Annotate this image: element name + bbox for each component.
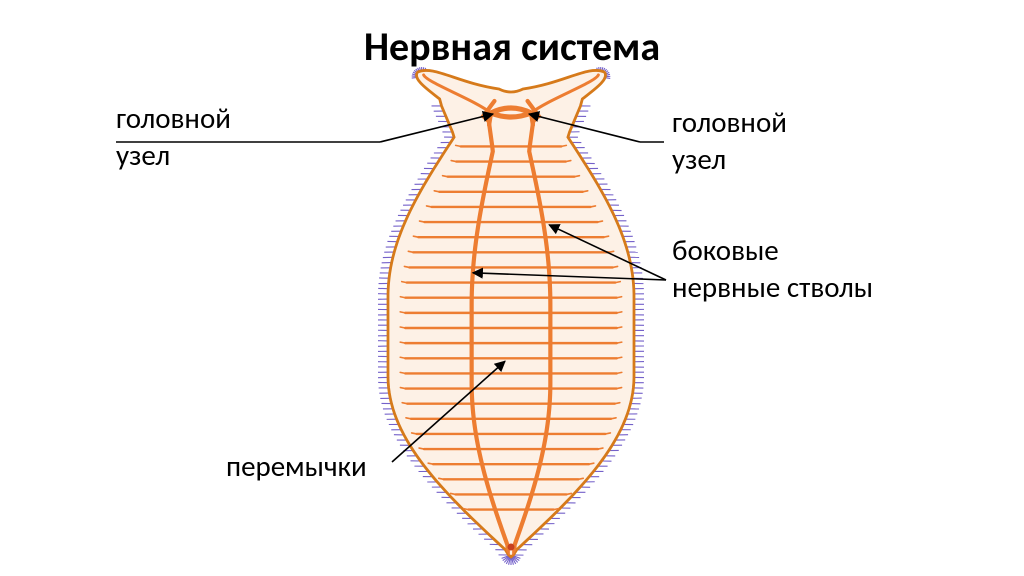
planarian-diagram	[0, 0, 1024, 576]
posterior-spot	[508, 544, 515, 551]
